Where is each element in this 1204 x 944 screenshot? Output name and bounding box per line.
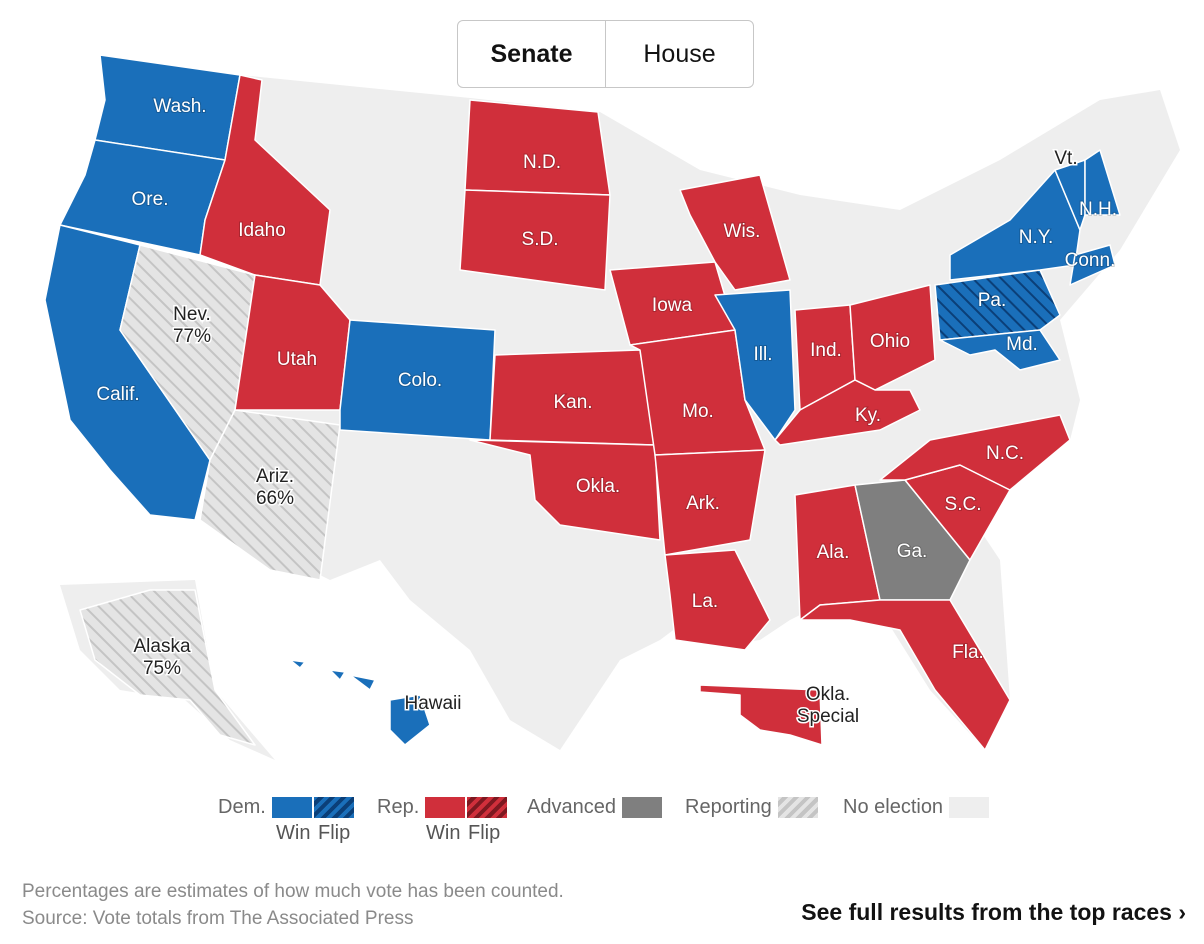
state-okla-special[interactable] xyxy=(699,684,823,746)
state-label-utah: Utah xyxy=(277,349,317,370)
legend-rep: Rep. xyxy=(377,796,509,819)
legend-no-election-swatch xyxy=(949,797,990,818)
legend-rep-flip: Flip xyxy=(468,822,501,844)
state-label-wash: Wash. xyxy=(153,96,206,117)
state-label-la: La. xyxy=(692,591,718,612)
state-label-wis: Wis. xyxy=(724,221,761,242)
legend-dem-flip-swatch xyxy=(313,797,354,818)
legend-reporting-label: Reporting xyxy=(685,796,772,818)
state-label-md: Md. xyxy=(1006,334,1038,355)
state-label-ga: Ga. xyxy=(897,541,928,562)
legend-rep-label: Rep. xyxy=(377,796,420,818)
legend-dem-flip: Flip xyxy=(318,822,351,844)
state-label-s-c: S.C. xyxy=(945,494,982,515)
state-ark[interactable] xyxy=(654,449,766,556)
state-label-idaho: Idaho xyxy=(238,220,286,241)
map-legend: Dem. Win Flip Rep. Win Flip Advanced Rep… xyxy=(0,796,1204,856)
state-label-ariz: Ariz. 66% xyxy=(256,466,294,509)
state-n-c[interactable] xyxy=(879,414,1071,491)
legend-dem-win: Win xyxy=(276,822,311,844)
state-label-ind: Ind. xyxy=(810,340,842,361)
state-wis[interactable] xyxy=(679,174,791,291)
legend-dem: Dem. xyxy=(218,796,356,819)
state-label-alaska: Alaska 75% xyxy=(133,636,190,679)
legend-advanced-swatch xyxy=(621,797,662,818)
legend-no-election: No election xyxy=(843,796,991,819)
legend-dem-label: Dem. xyxy=(218,796,266,818)
legend-reporting-swatch xyxy=(777,797,818,818)
state-la[interactable] xyxy=(664,549,771,651)
legend-advanced-label: Advanced xyxy=(527,796,616,818)
state-label-n-h: N.H. xyxy=(1079,199,1117,220)
state-label-conn: Conn. xyxy=(1065,250,1116,271)
legend-dem-win-swatch xyxy=(271,797,312,818)
state-label-ark: Ark. xyxy=(686,493,720,514)
chamber-toggle: Senate House xyxy=(457,20,754,88)
footnote: Percentages are estimates of how much vo… xyxy=(22,878,564,932)
state-md[interactable] xyxy=(939,329,1061,371)
senate-tab[interactable]: Senate xyxy=(490,39,573,68)
state-label-hawaii: Hawaii xyxy=(404,693,461,714)
state-label-nev: Nev. 77% xyxy=(173,304,211,347)
us-senate-results-map: Wash. Ore. Calif. Nev. 77% Ariz. 66% Idaho Utah C… xyxy=(44,54,1180,760)
state-fla[interactable] xyxy=(799,599,1011,751)
state-label-ala: Ala. xyxy=(817,542,850,563)
footnote-source: Source: Vote totals from The Associated … xyxy=(22,908,414,929)
state-label-s-d: S.D. xyxy=(522,229,559,250)
state-label-ohio: Ohio xyxy=(870,331,910,352)
state-colo[interactable] xyxy=(339,319,496,441)
state-ky[interactable] xyxy=(774,379,921,446)
state-label-vt: Vt. xyxy=(1054,148,1077,169)
state-label-pa: Pa. xyxy=(978,290,1007,311)
state-label-ore: Ore. xyxy=(132,189,169,210)
state-label-calif: Calif. xyxy=(96,384,139,405)
state-n-d[interactable] xyxy=(464,99,611,196)
state-label-okla-special: Okla. Special xyxy=(797,684,859,727)
state-n-y[interactable] xyxy=(949,169,1081,281)
legend-no-election-label: No election xyxy=(843,796,944,818)
legend-rep-win: Win xyxy=(426,822,461,844)
legend-reporting: Reporting xyxy=(685,796,820,819)
footnote-estimate: Percentages are estimates of how much vo… xyxy=(22,881,564,902)
state-label-colo: Colo. xyxy=(398,370,442,391)
state-ga[interactable] xyxy=(854,479,971,601)
legend-rep-flip-swatch xyxy=(467,797,508,818)
state-label-fla: Fla. xyxy=(952,642,984,663)
state-label-n-d: N.D. xyxy=(523,152,561,173)
state-label-ill: Ill. xyxy=(754,344,773,365)
state-ohio[interactable] xyxy=(849,284,936,391)
state-n-h[interactable] xyxy=(1084,149,1121,216)
full-results-link[interactable]: See full results from the top races › xyxy=(801,899,1186,925)
state-hawaii[interactable] xyxy=(289,659,431,746)
state-label-n-y: N.Y. xyxy=(1019,227,1054,248)
state-s-d[interactable] xyxy=(459,189,611,291)
house-tab[interactable]: House xyxy=(605,21,753,87)
state-alaska[interactable] xyxy=(79,589,256,746)
state-label-mo: Mo. xyxy=(682,401,714,422)
state-label-okla: Okla. xyxy=(576,476,620,497)
state-label-iowa: Iowa xyxy=(652,295,693,316)
state-conn[interactable] xyxy=(1069,244,1116,286)
state-label-ky: Ky. xyxy=(855,405,881,426)
legend-advanced: Advanced xyxy=(527,796,664,819)
legend-rep-win-swatch xyxy=(425,797,466,818)
state-label-kan: Kan. xyxy=(553,392,592,413)
state-label-n-c: N.C. xyxy=(986,443,1024,464)
